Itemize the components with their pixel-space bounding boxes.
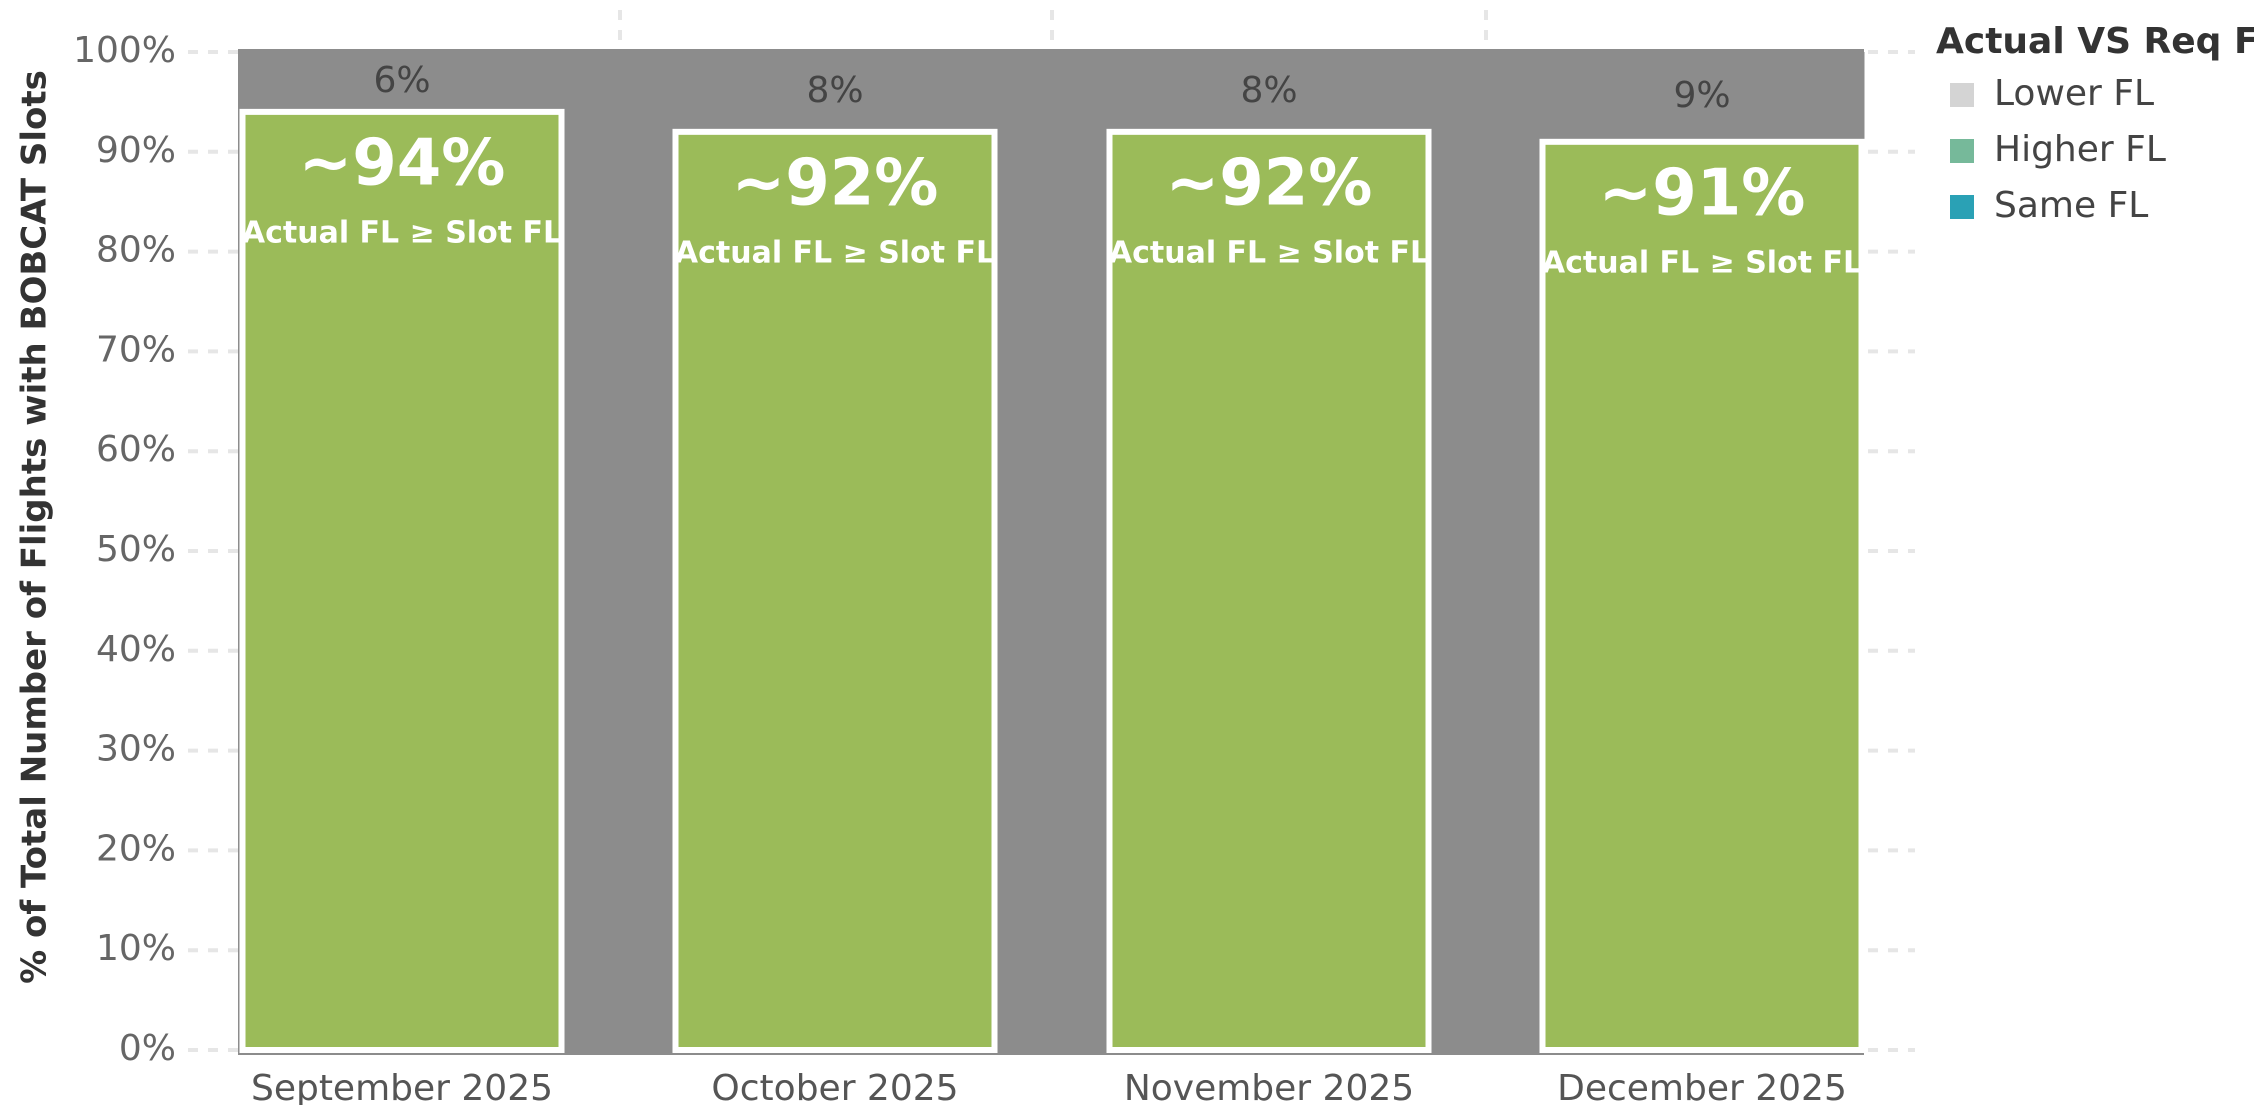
legend-swatch: [1950, 139, 1974, 163]
value-label: 8%: [806, 70, 863, 111]
x-tick-label: September 2025: [251, 1068, 553, 1105]
legend-swatch: [1950, 195, 1974, 219]
x-tick-label: October 2025: [711, 1068, 958, 1105]
annotation-box: [1106, 128, 1432, 1053]
y-tick-label: 40%: [96, 629, 176, 670]
y-tick-label: 10%: [96, 928, 176, 969]
bar-segment: [672, 52, 998, 132]
legend-label: Lower FL: [1994, 73, 2154, 114]
y-tick-label: 20%: [96, 828, 176, 869]
annotation-box: [1539, 138, 1865, 1053]
legend-label: Higher FL: [1994, 129, 2166, 170]
legend-swatch: [1950, 83, 1974, 107]
y-tick-label: 90%: [96, 130, 176, 171]
y-tick-label: 30%: [96, 729, 176, 770]
legend-title: Actual VS Req FL: [1936, 21, 2254, 62]
y-axis-title: % of Total Number of Flights with BOBCAT…: [15, 70, 55, 984]
annotation-text: Actual FL ≥ Slot FL: [1109, 235, 1429, 270]
y-tick-label: 0%: [119, 1028, 176, 1069]
annotation-text: Actual FL ≥ Slot FL: [1542, 245, 1862, 280]
legend-label: Same FL: [1994, 185, 2148, 226]
bar-segment: [1539, 52, 1865, 142]
annotation-value: ~91%: [1599, 156, 1806, 230]
value-label: 8%: [1240, 70, 1297, 111]
value-label: 9%: [1673, 75, 1730, 116]
annotation-value: ~92%: [1166, 146, 1373, 220]
annotation-text: Actual FL ≥ Slot FL: [675, 235, 995, 270]
y-tick-label: 60%: [96, 429, 176, 470]
annotation-box: [239, 108, 565, 1053]
annotation-value: ~92%: [732, 146, 939, 220]
annotation-box: [672, 128, 998, 1053]
bar-segment: [239, 52, 565, 112]
y-tick-label: 100%: [73, 30, 176, 71]
annotation-value: ~94%: [299, 126, 506, 200]
y-tick-label: 50%: [96, 529, 176, 570]
bar-segment: [1106, 52, 1432, 132]
value-label: 6%: [373, 60, 430, 101]
y-tick-label: 70%: [96, 329, 176, 370]
x-tick-label: December 2025: [1557, 1068, 1847, 1105]
annotation-text: Actual FL ≥ Slot FL: [242, 215, 562, 250]
x-tick-label: November 2025: [1124, 1068, 1414, 1105]
y-tick-label: 80%: [96, 230, 176, 271]
